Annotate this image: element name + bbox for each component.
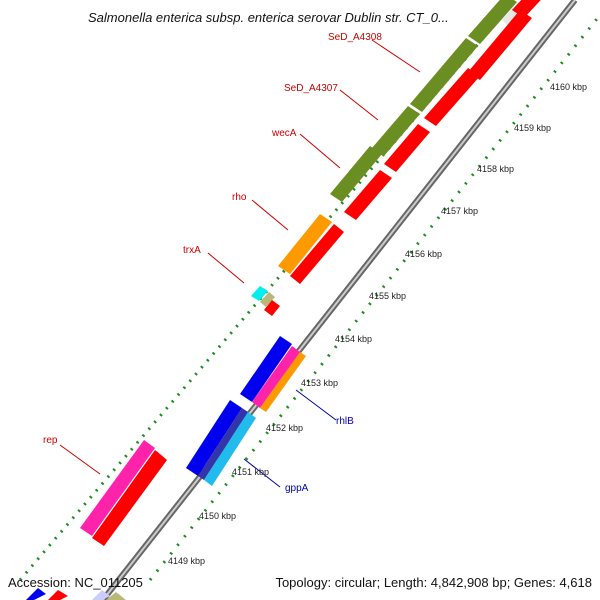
gene-gppA-dark[interactable] [198,408,248,480]
gene-wecA-red[interactable] [344,170,392,220]
gene-bottom-red[interactable] [48,590,68,600]
gene-red-top-1[interactable] [468,10,532,80]
gene-blue-1[interactable] [186,400,242,476]
gene-label[interactable]: SeD_A4308 [328,32,382,43]
gene-bottom-tan[interactable] [106,592,126,600]
scale-tick: 4160 kbp [550,82,587,92]
forward-strand-genes [80,0,524,536]
gene-red-top-2[interactable] [512,0,552,18]
gene-rhlB-orange[interactable] [260,352,306,412]
gene-label[interactable]: rho [232,192,247,203]
gene-rep-forward[interactable] [80,440,155,536]
scale-tick: 4152 kbp [266,423,303,433]
gene-blue-2[interactable] [240,336,292,402]
gene-label[interactable]: SeD_A4307 [284,83,338,94]
scale-tick: 4156 kbp [405,249,442,259]
gene-trxA-red[interactable] [264,300,280,316]
gene-gppA-cyan[interactable] [204,412,256,486]
gene-SeD_A4307-red[interactable] [384,124,430,172]
backbone-track [99,0,578,600]
gene-label-leaders [59,39,421,488]
scale-tick: 4150 kbp [199,511,236,521]
scale-tick: 4155 kbp [369,291,406,301]
gene-rep-red[interactable] [92,450,167,546]
gene-rhlB-magenta[interactable] [252,346,300,408]
gene-wecA-forward[interactable] [330,146,382,202]
scale-tick: 4153 kbp [301,378,338,388]
gene-SeD_A4308-red[interactable] [424,68,480,126]
genome-info-text: Topology: circular; Length: 4,842,908 bp… [275,575,592,590]
gene-label[interactable]: rhlB [336,416,354,427]
gene-SeD_A4308-forward[interactable] [410,38,478,112]
gene-label[interactable]: rep [43,435,58,446]
accession-text: Accession: NC_011205 [8,575,143,590]
gene-rho-red[interactable] [290,224,344,284]
gene-olive-top[interactable] [468,0,517,44]
gene-label[interactable]: wecA [271,128,297,139]
gene-rho-forward[interactable] [278,214,332,274]
scale-tick: 4154 kbp [335,334,372,344]
inner-tick-track [18,0,518,581]
gene-labels: SeD_A4308 SeD_A4307 wecA rho trxA rep rh… [43,32,382,494]
bottom-partial-genes [26,588,126,600]
scale-tick: 4149 kbp [168,556,205,566]
gene-trxA-forward[interactable] [251,286,268,301]
gene-SeD_A4307-forward[interactable] [372,106,420,156]
scale-tick-labels: 4149 kbp 4150 kbp 4151 kbp 4152 kbp 4153… [168,82,587,566]
red-strand-genes [92,0,552,546]
gene-label[interactable]: gppA [285,483,309,494]
scale-tick: 4158 kbp [477,164,514,174]
right-strand-genes [186,336,306,486]
gene-trxA-small[interactable] [260,292,275,307]
gene-label[interactable]: trxA [183,245,201,256]
map-title: Salmonella enterica subsp. enterica sero… [88,10,449,25]
scale-tick: 4159 kbp [514,123,551,133]
scale-tick: 4157 kbp [441,206,478,216]
gene-bottom-lightblue[interactable] [92,590,110,600]
scale-tick: 4151 kbp [232,467,269,477]
gene-bottom-blue[interactable] [26,588,46,600]
